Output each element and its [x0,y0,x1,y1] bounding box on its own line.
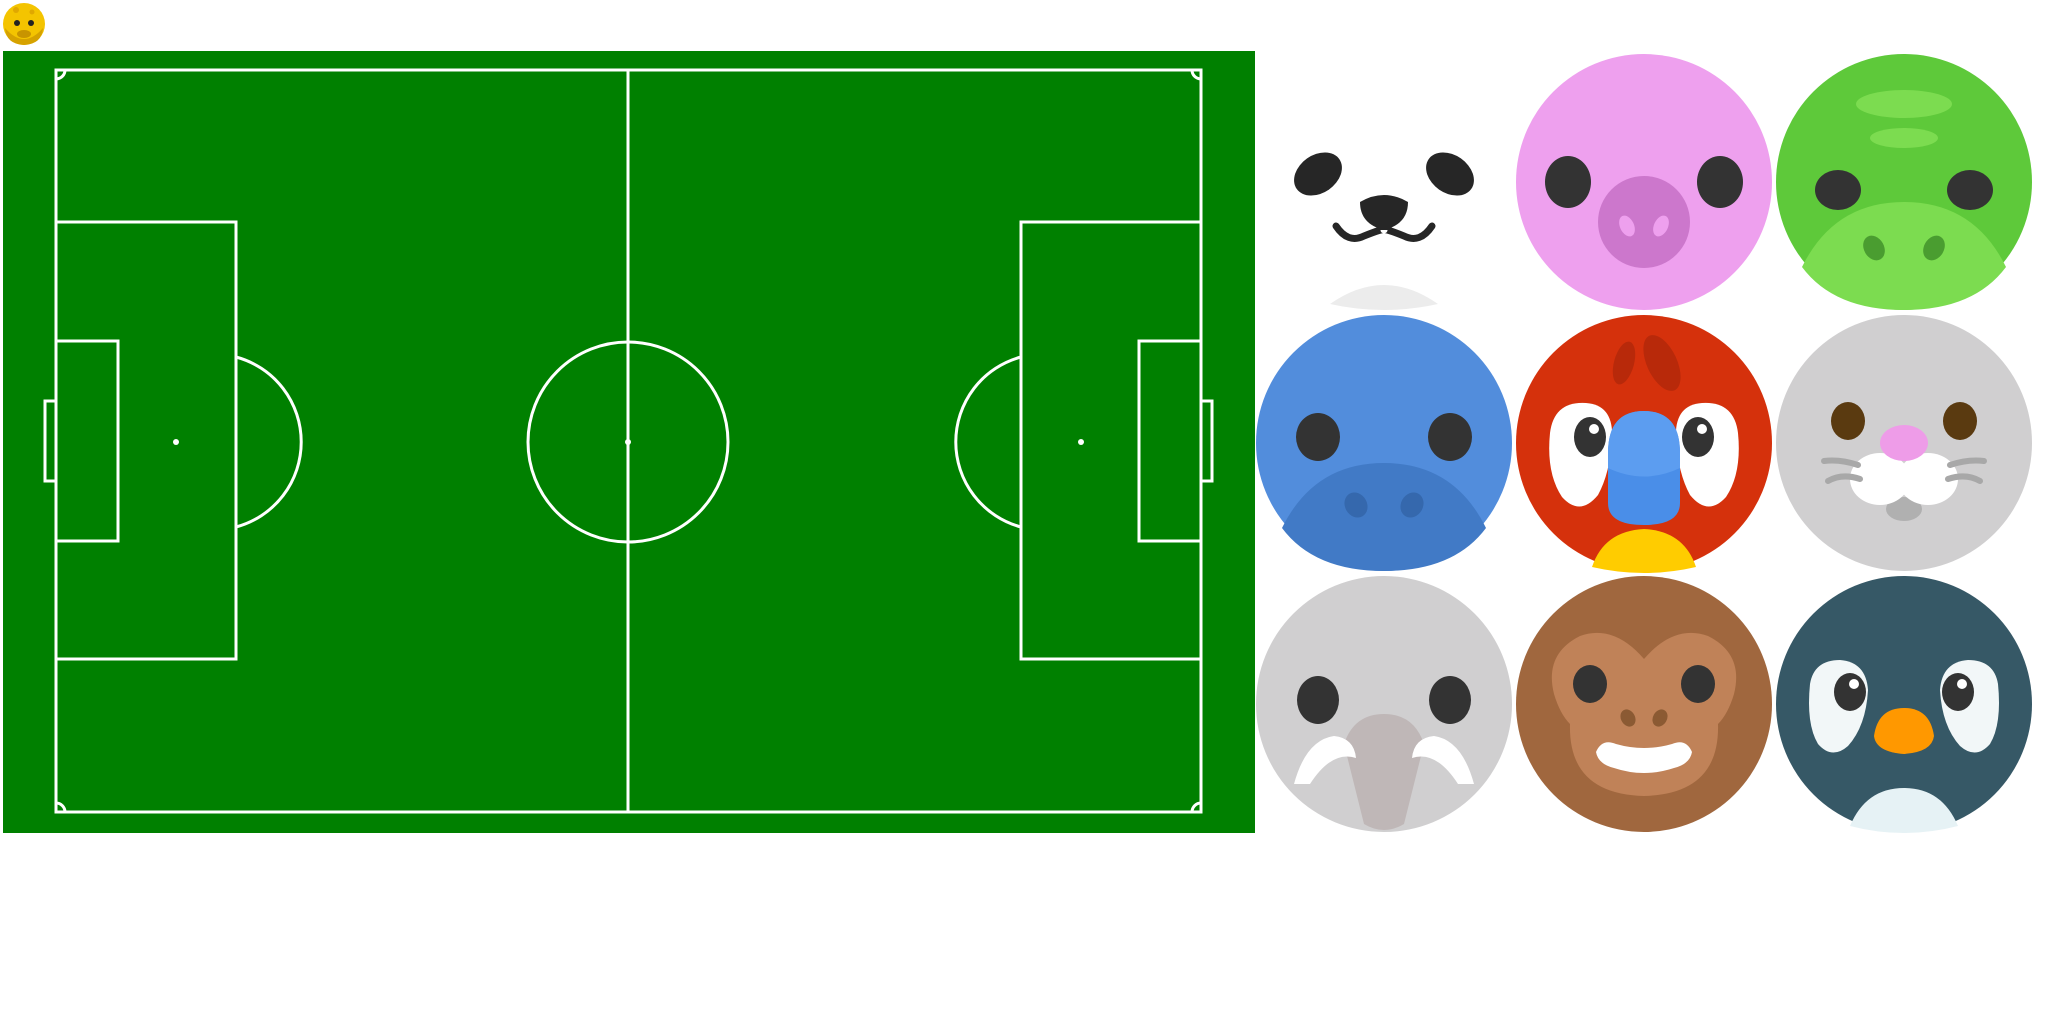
right-goal [1199,399,1214,483]
parrot-face-icon [1516,315,1772,573]
right-penalty-arc [954,355,1022,529]
avatar-pig[interactable] [1514,52,1774,312]
soccer-pitch[interactable] [3,51,1255,833]
center-circle [526,340,730,544]
left-penalty-spot [173,439,179,445]
avatar-parrot[interactable] [1514,313,1774,573]
avatar-hippo[interactable] [1254,313,1514,573]
pitch-surface [3,51,1255,833]
pig-face-icon [1516,54,1772,310]
penguin-face-icon [1776,576,2032,833]
panda-face-icon [1256,54,1512,310]
avatar-monkey[interactable] [1514,574,1774,834]
avatar-crocodile[interactable] [1774,52,2034,312]
left-goal [43,399,58,483]
left-penalty-arc [235,355,303,529]
rabbit-face-icon [1776,315,2032,571]
player-token[interactable] [2,2,46,46]
center-spot [625,439,631,445]
animal-picker [1254,52,2034,834]
walrus-face-icon [1256,576,1512,832]
crocodile-face-icon [1776,54,2032,310]
avatar-panda[interactable] [1254,52,1514,312]
right-penalty-spot [1078,439,1084,445]
giraffe-face-icon [3,3,45,45]
avatar-walrus[interactable] [1254,574,1514,834]
monkey-face-icon [1516,576,1772,832]
avatar-penguin[interactable] [1774,574,2034,834]
avatar-rabbit[interactable] [1774,313,2034,573]
hippo-face-icon [1256,315,1512,571]
